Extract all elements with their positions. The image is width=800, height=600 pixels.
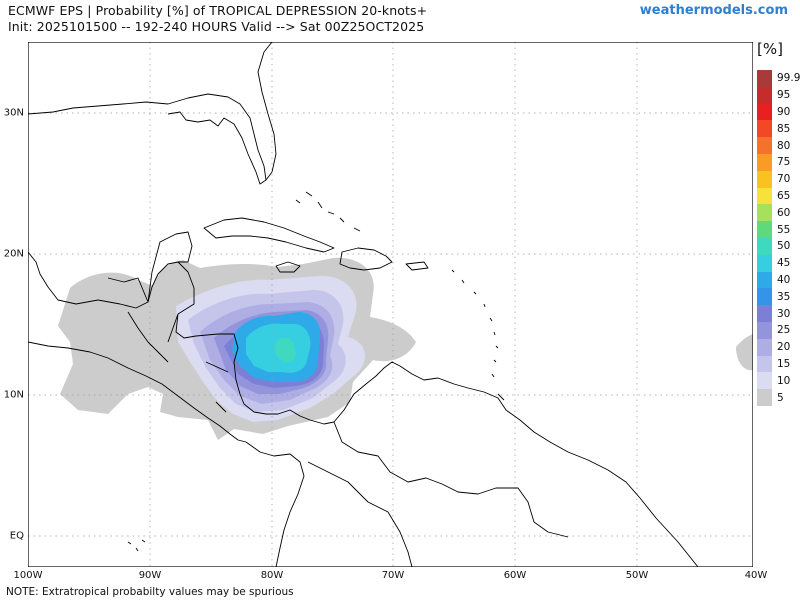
legend-swatch (757, 372, 772, 390)
legend-label: 50 (777, 240, 791, 253)
legend-label: 20 (777, 341, 791, 354)
lon-label-80w: 80W (260, 570, 284, 581)
legend-swatch (757, 221, 772, 239)
probability-map (28, 42, 753, 567)
legend-swatch (757, 137, 772, 155)
legend-swatch (757, 204, 772, 222)
legend-label: 5 (777, 391, 784, 404)
legend-swatch (757, 170, 772, 189)
legend-label: 25 (777, 324, 791, 337)
lon-label-90w: 90W (138, 570, 162, 581)
legend-label: 30 (777, 307, 791, 320)
color-legend (757, 70, 772, 407)
legend-swatch (757, 322, 772, 340)
legend-label: 15 (777, 358, 791, 370)
legend-swatch (757, 271, 772, 289)
chart-title: ECMWF EPS | Probability [%] of TROPICAL … (8, 3, 428, 18)
legend-swatch (757, 389, 772, 407)
lat-label-eq: EQ (9, 530, 24, 542)
legend-unit: [%] (757, 40, 783, 58)
legend-label: 75 (777, 156, 791, 169)
lat-label-30n: 30N (3, 107, 24, 119)
legend-swatch (757, 288, 772, 306)
legend-label: 99.9 (777, 72, 800, 85)
legend-label: 45 (777, 257, 791, 270)
legend-swatch (757, 238, 772, 256)
coastlines (28, 42, 699, 567)
legend-label: 40 (777, 274, 791, 286)
prob-5-region-east (736, 334, 753, 371)
legend-swatch (757, 86, 772, 105)
legend-swatch (757, 187, 772, 205)
legend-label: 55 (777, 223, 791, 236)
init-valid-line: Init: 2025101500 -- 192-240 HOURS Valid … (8, 19, 425, 34)
legend-label: 60 (777, 206, 791, 219)
lon-label-40w: 40W (744, 570, 768, 581)
legend-swatch (757, 305, 772, 323)
probability-shading (58, 257, 753, 440)
brand-logo[interactable]: weathermodels.com (639, 3, 788, 18)
lat-label-20n: 20N (3, 248, 24, 260)
legend-swatch (757, 254, 772, 273)
lon-label-70w: 70W (381, 570, 405, 581)
legend-swatch (757, 355, 772, 373)
legend-label: 90 (777, 106, 791, 118)
lon-label-60w: 60W (503, 570, 527, 581)
legend-label: 85 (777, 122, 791, 135)
legend-label: 10 (777, 374, 791, 387)
legend-label: 65 (777, 190, 791, 202)
legend-label: 35 (777, 290, 791, 303)
legend-label: 95 (777, 89, 791, 102)
legend-swatch (757, 338, 772, 357)
lon-label-50w: 50W (625, 570, 649, 581)
legend-swatch (757, 154, 772, 172)
prob-45-region (275, 337, 296, 363)
footer-note: NOTE: Extratropical probabilty values ma… (6, 586, 294, 598)
legend-label: 70 (777, 173, 791, 186)
lon-label-100w: 100W (13, 570, 43, 581)
legend-swatch (757, 120, 772, 138)
legend-swatch (757, 70, 772, 88)
legend-label: 80 (777, 139, 791, 152)
legend-swatch (757, 103, 772, 121)
lat-label-10n: 10N (3, 389, 24, 401)
